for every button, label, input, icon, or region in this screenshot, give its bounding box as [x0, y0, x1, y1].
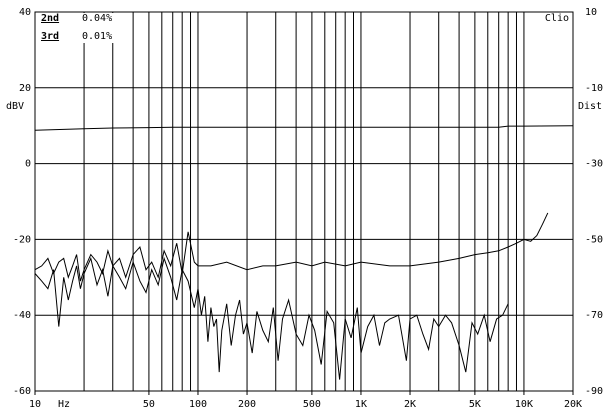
y-tick-label: 20 — [19, 83, 31, 94]
y-axis-label: dBV — [6, 101, 24, 112]
series-line — [34, 256, 509, 380]
y2-tick-label: -70 — [585, 310, 603, 321]
y2-tick-label: -10 — [585, 83, 603, 94]
x-tick-label: 200 — [238, 399, 256, 410]
series-line — [34, 212, 549, 282]
x-tick-label: 2K — [404, 399, 416, 410]
x-tick-label: 20K — [564, 399, 582, 410]
x-tick-label: 5K — [469, 399, 481, 410]
y2-tick-label: -30 — [585, 159, 603, 170]
series-line — [34, 125, 574, 131]
y2-tick-label: -50 — [585, 234, 603, 245]
brand: Clio — [545, 13, 569, 24]
y2-tick-label: 10 — [585, 7, 597, 18]
x-axis-label: Hz — [58, 399, 70, 410]
legend-name: 2nd — [41, 13, 59, 24]
y-tick-label: -40 — [13, 310, 31, 321]
y-tick-label: -60 — [13, 386, 31, 397]
x-tick-label: 500 — [303, 399, 321, 410]
y2-tick-label: -90 — [585, 386, 603, 397]
y-tick-label: 40 — [19, 7, 31, 18]
y2-axis-label: Dist — [578, 101, 602, 112]
x-tick-label: 10 — [29, 399, 41, 410]
legend-box — [37, 13, 123, 43]
x-tick-label: 10K — [515, 399, 533, 410]
x-tick-label: 50 — [143, 399, 155, 410]
legend-value: 0.04% — [82, 13, 112, 24]
x-tick-label: 100 — [189, 399, 207, 410]
x-tick-label: 1K — [355, 399, 367, 410]
plot-frame — [34, 11, 574, 392]
y-tick-label: 0 — [25, 159, 31, 170]
legend-name: 3rd — [41, 31, 59, 42]
y-tick-label: -20 — [13, 234, 31, 245]
legend-value: 0.01% — [82, 31, 112, 42]
